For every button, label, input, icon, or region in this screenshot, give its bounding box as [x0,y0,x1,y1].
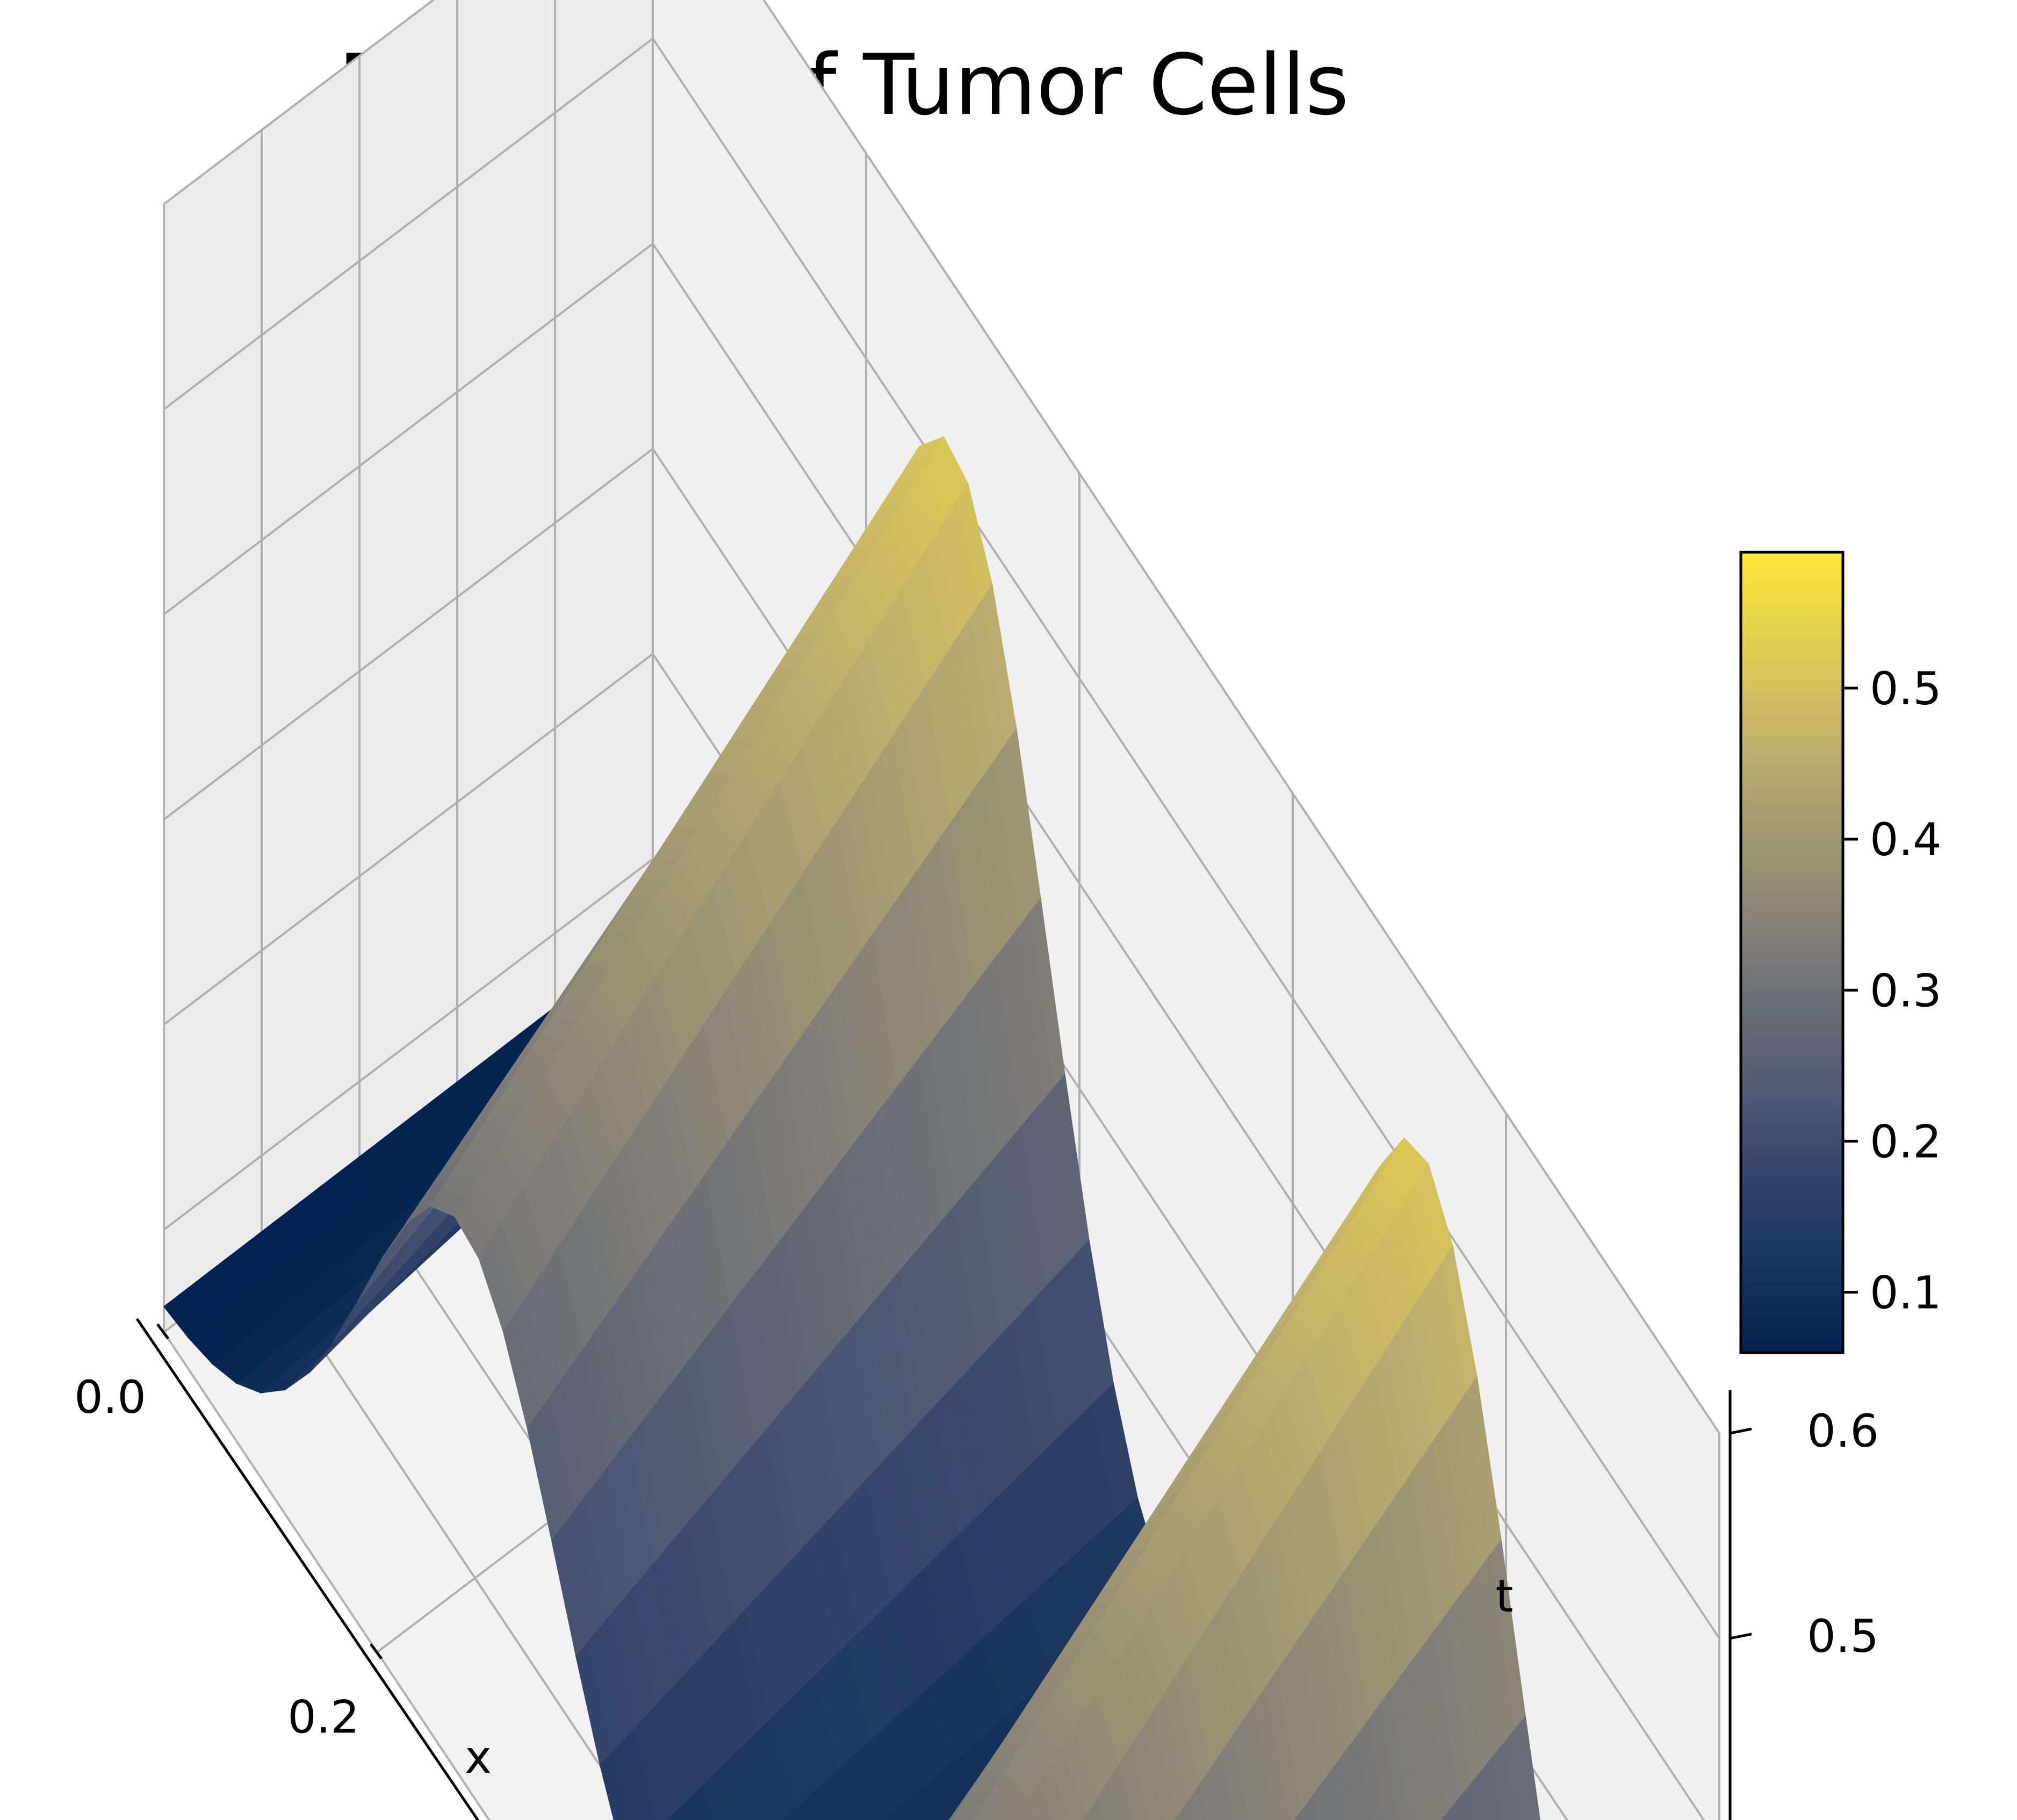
z-tick [1730,1427,1752,1435]
axis-lines [135,1318,1732,1820]
colorbar-tick-label: 0.1 [1870,1267,1942,1319]
z-tick-label: 0.6 [1807,1405,1879,1457]
surface-patch [1187,1784,1206,1820]
surface-patch [905,1793,931,1820]
tick-labels: 0.00.20.40.60.81.00.00.20.40.60.81.00.10… [74,1371,1879,1820]
surface-patch [1119,1746,1148,1820]
surface-patch [667,1818,670,1820]
gridline-z [163,857,1295,1820]
surface-patch [679,1796,698,1820]
gridline-x [1505,1113,1507,1820]
surface-patch [826,1770,855,1820]
surface-patch [1458,1784,1475,1820]
gridline-x [1292,793,1294,1820]
tick-marks [156,1323,1752,1660]
surface-patch [712,1763,740,1820]
surface-patch [1367,1705,1397,1820]
surface-patch [1085,1797,1103,1820]
x-tick-label: 0.2 [287,1691,359,1744]
surface-patch [1334,1750,1357,1820]
colorbar-tick-label: 0.3 [1870,964,1942,1017]
surface-patch [1209,1751,1234,1820]
surface-patch [1312,1780,1330,1820]
surface-patch [1345,1735,1370,1820]
surface-patch [1039,1765,1071,1820]
surface-patch [1017,1801,1036,1820]
colorbar-ticks: 0.1 0.2 0.3 0.4 0.5 [1843,662,1942,1319]
surface-patch [1097,1780,1118,1820]
surface-plot [163,436,1540,1820]
colorbar-tick-label: 0.5 [1870,662,1942,715]
t-axis-label: t [1496,1570,1514,1622]
gridline-x [1718,1433,1720,1820]
surface-patch [803,1790,826,1820]
surface-patch [1028,1783,1053,1820]
surface-patch [886,1812,899,1820]
z-tick-label: 0.4 [1807,1815,1879,1820]
colorbar-tick-label: 0.4 [1870,813,1942,866]
surface-patch [1232,1718,1262,1820]
surface-patch [1199,1767,1220,1820]
surface-patch [1502,1729,1528,1820]
back-left-pane [164,0,653,1332]
surface-patch [1356,1720,1384,1820]
surface-patch [895,1802,916,1820]
surface-patch [973,1807,993,1820]
x-tick [369,1643,383,1660]
surface-patch [1323,1765,1344,1820]
surface-patch [668,1807,684,1820]
z-tick-label: 0.5 [1807,1610,1879,1663]
surface-patch [1176,1800,1192,1820]
surface-patch [783,1810,797,1820]
surface-patch [1300,1795,1317,1820]
surface-patch [1469,1770,1489,1820]
surface-patch [1447,1797,1463,1820]
surface-patch [600,1752,629,1820]
surface-patch [815,1780,840,1820]
surface-patch [1175,1817,1178,1820]
surface-patch [724,1752,754,1820]
x-tick [156,1323,170,1340]
x-axis-line [135,1318,480,1820]
z-tick [1730,1633,1752,1640]
surface-patch [1294,1810,1303,1820]
surface-patch [1492,1743,1515,1820]
surface-patch [1514,1715,1540,1820]
surface-patch [793,1800,811,1820]
surface-patch [1440,1811,1450,1820]
gridline-z [163,0,1720,1434]
x-axis-label: x [465,1731,492,1783]
gridline-z [163,37,1720,1639]
x-tick-label: 0.0 [74,1371,146,1424]
surface-patch [1083,1815,1087,1820]
colorbar-tick-label: 0.2 [1870,1115,1942,1168]
surface-patch [1221,1735,1248,1820]
surface-patch [917,1783,947,1820]
surface-patch [702,1774,726,1820]
surface-patch [690,1785,712,1820]
colorbar [1739,551,1845,1354]
